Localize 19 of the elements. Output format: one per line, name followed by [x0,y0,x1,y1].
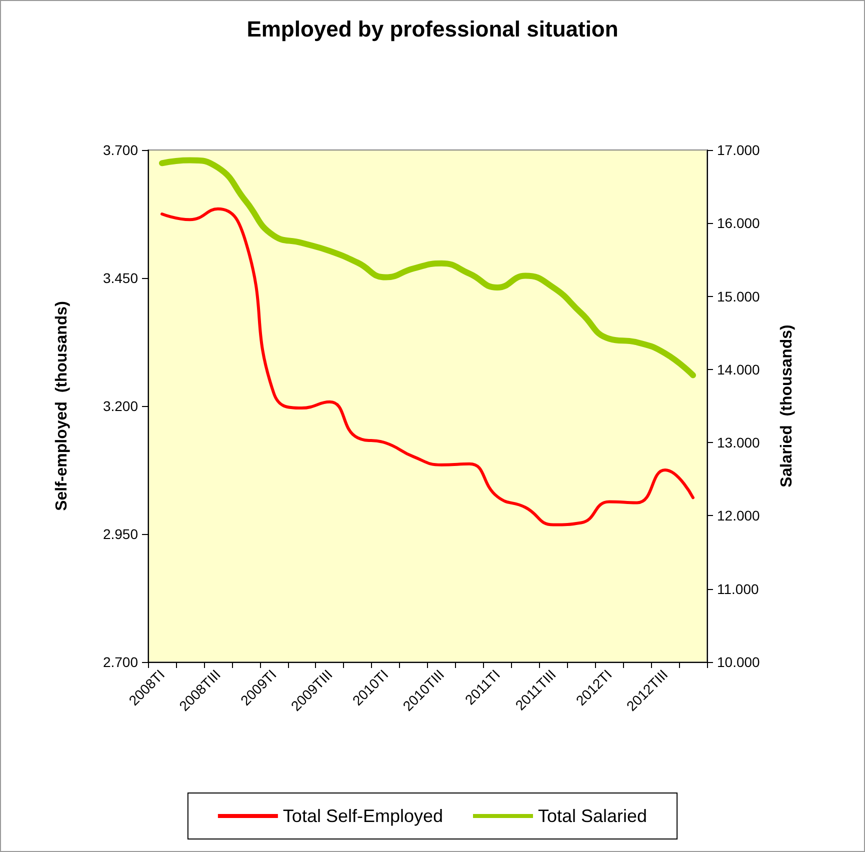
y2-tick-label: 14.000 [717,361,760,378]
y2-tick-label: 15.000 [717,288,760,304]
y-tick-label: 3.200 [102,398,138,414]
legend-label: Total Salaried [538,806,648,826]
y2-tick-label: 16.000 [717,215,760,232]
y-tick-label: 3.700 [102,142,138,158]
y-tick-label: 3.450 [102,270,138,286]
chart-title: Employed by professional situation [246,16,618,42]
y-tick-label: 2.950 [102,526,138,542]
legend-label: Total Self-Employed [282,806,444,826]
y-tick-label: 2.700 [102,654,138,670]
y2-tick-label: 13.000 [717,434,760,451]
y2-tick-label: 12.000 [717,508,760,524]
line-series [160,207,695,526]
y2-tick-label: 10.000 [717,654,760,670]
y2-tick-label: 11.000 [717,580,759,597]
y2-tick-label: 17.000 [717,142,760,158]
y-axis-title: Self-employed (thousands) [54,301,70,511]
y2-axis-title: Salaried (thousands) [778,324,796,488]
